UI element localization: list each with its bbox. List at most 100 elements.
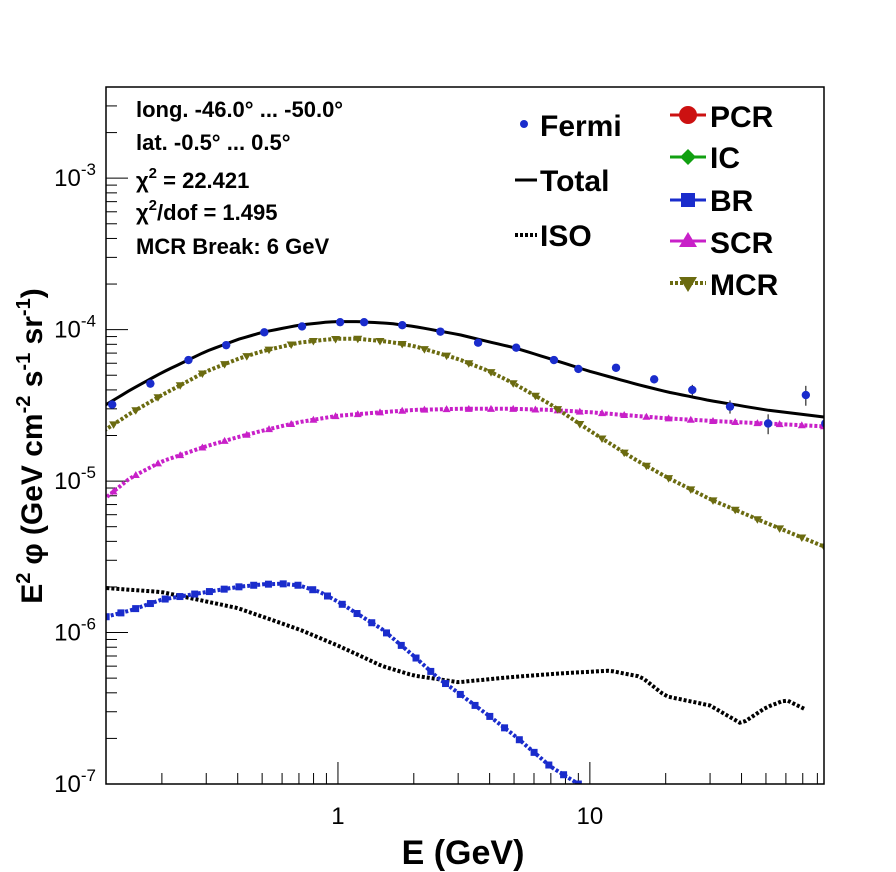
scr-marker: [442, 405, 451, 413]
fermi-point: [725, 402, 735, 411]
scr-marker: [531, 405, 540, 413]
scr-marker: [597, 409, 606, 417]
info-chi2-dof: χ2/dof = 1.495: [136, 197, 277, 225]
fermi-point: [549, 355, 559, 365]
mcr-marker: [308, 338, 318, 346]
br-marker: [368, 619, 376, 627]
info-mcr-break: MCR Break: 6 GeV: [136, 234, 330, 259]
br-marker: [220, 585, 228, 593]
legend-label-fermi: Fermi: [540, 110, 622, 143]
scr-marker: [775, 420, 784, 428]
br-marker: [338, 600, 346, 608]
legend-label-pcr: PCR: [710, 101, 774, 134]
fermi-point: [649, 375, 659, 384]
legend-entry-ic: IC: [670, 142, 740, 175]
y-tick-label: 10-5: [54, 463, 96, 495]
fermi-point: [688, 385, 697, 395]
legend-marker-br: [681, 193, 695, 207]
scr-curve: [106, 406, 824, 501]
br-marker: [309, 586, 317, 594]
legend-marker-scr: [679, 232, 697, 247]
scr-marker: [620, 410, 629, 418]
br-marker: [574, 780, 582, 784]
mcr-marker: [264, 346, 274, 355]
fermi-point: [574, 364, 583, 374]
scr-marker: [353, 410, 362, 418]
scr-marker: [220, 436, 229, 444]
scr-marker: [287, 419, 296, 427]
legend-label-scr: SCR: [710, 227, 774, 260]
mcr-marker: [486, 369, 496, 377]
y-tick-label: 10-7: [54, 766, 96, 798]
mcr-marker: [775, 525, 785, 533]
legend-entry-pcr: PCR: [670, 101, 774, 134]
br-marker: [456, 690, 464, 698]
fermi-point: [146, 379, 155, 388]
plot-frame: [105, 86, 825, 785]
tick-labels: 1 10 10-7 10-6 10-5 10-4 10-3: [54, 160, 603, 830]
mcr-marker: [242, 353, 252, 361]
fermi-point: [801, 390, 811, 400]
legend-label-iso: ISO: [540, 220, 592, 253]
y-axis-label: E2φ(GeV cm-2 s-1 sr-1): [13, 288, 49, 603]
br-marker: [294, 581, 302, 589]
legend-entry-total: Total: [515, 165, 609, 198]
mcr-marker: [575, 420, 585, 429]
info-longitude: long. -46.0° ... -50.0°: [136, 97, 343, 122]
mcr-marker: [819, 543, 824, 551]
mcr-marker: [797, 534, 807, 542]
iso-curve: [106, 586, 807, 725]
legend-entry-br: BR: [670, 185, 754, 218]
legend-label-total: Total: [540, 165, 609, 198]
fermi-point: [611, 363, 621, 372]
mcr-marker: [220, 361, 230, 369]
fermi-point: [359, 317, 369, 327]
mcr-marker: [730, 506, 740, 515]
fermi-point: [512, 343, 521, 352]
legend-entry-iso: ISO: [515, 220, 592, 253]
legend-entry-scr: SCR: [670, 227, 774, 260]
br-marker: [530, 748, 538, 756]
mcr-marker: [419, 346, 429, 354]
scr-marker: [731, 418, 740, 426]
scr-marker: [708, 416, 717, 424]
mcr-marker: [153, 394, 163, 402]
fermi-point: [221, 340, 231, 350]
scr-marker: [664, 414, 673, 422]
br-marker: [501, 724, 509, 732]
y-tick-label: 10-3: [54, 160, 96, 192]
br-marker: [427, 667, 435, 675]
br-marker: [205, 588, 213, 596]
scr-marker: [309, 415, 318, 423]
br-marker: [412, 654, 420, 662]
mcr-marker: [331, 335, 341, 344]
br-marker: [383, 629, 391, 637]
br-marker: [146, 600, 154, 608]
mcr-marker: [109, 421, 119, 429]
fermi-point: [436, 327, 445, 336]
mcr-marker: [530, 392, 540, 401]
scr-marker: [642, 412, 651, 420]
mcr-marker: [641, 462, 651, 471]
y-tick-label: 10-4: [54, 312, 96, 344]
scr-marker: [509, 404, 518, 412]
br-marker: [397, 641, 405, 649]
scr-marker: [464, 404, 473, 412]
br-marker: [106, 613, 110, 621]
x-axis-label: E (GeV): [402, 834, 525, 872]
total-curve: [106, 320, 824, 419]
br-marker: [353, 610, 361, 618]
br-marker: [132, 605, 140, 613]
scr-marker: [198, 443, 207, 451]
x-tick-label: 1: [331, 803, 344, 830]
mcr-marker: [175, 382, 185, 390]
scr-marker: [753, 419, 762, 427]
legend-label-ic: IC: [710, 142, 740, 175]
scr-marker: [87, 505, 95, 512]
mcr-marker: [597, 435, 607, 443]
br-marker: [235, 583, 243, 591]
y-tick-label: 10-6: [54, 615, 96, 647]
scr-marker: [486, 404, 495, 412]
mcr-marker: [397, 341, 407, 349]
scr-marker: [797, 421, 806, 429]
